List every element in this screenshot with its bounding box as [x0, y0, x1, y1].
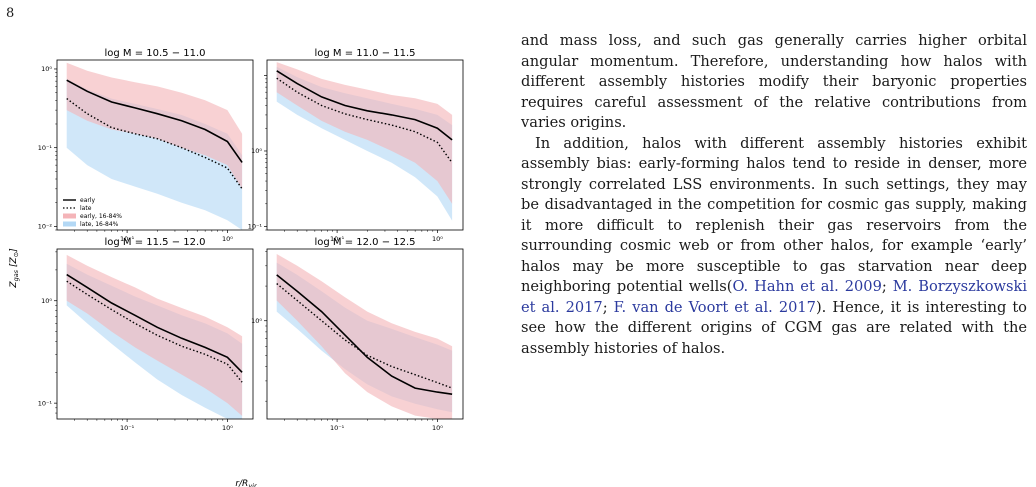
legend-swatch-early-band [63, 213, 76, 219]
y-tick-label: 10⁻¹ [248, 223, 263, 231]
panel-title: log M = 10.5 − 11.0 [104, 48, 205, 59]
early-band [66, 62, 243, 189]
y-tick-label: 10⁰ [251, 317, 262, 325]
x-tick-label: 10⁻¹ [120, 235, 135, 243]
early-band [66, 254, 243, 416]
panel-frame [56, 248, 254, 420]
panel-frame [266, 59, 464, 231]
figure-metallicity-profiles: log M = 10.5 − 11.0 10⁻¹ 10⁰ 10⁻² 10⁻¹ 10⁰ ear… [9, 48, 464, 487]
x-tick-label: 10⁰ [432, 235, 443, 243]
legend-label: early [80, 197, 96, 204]
x-tick-label: 10⁻¹ [330, 235, 345, 243]
x-axis-label: r/Rvir [235, 479, 258, 487]
x-tick-label: 10⁻¹ [120, 424, 135, 432]
y-tick-label: 10⁻¹ [38, 144, 53, 152]
panel-1: log M = 10.5 − 11.0 10⁻¹ 10⁰ 10⁻² 10⁻¹ 10⁰ ear… [38, 48, 254, 243]
late-line [276, 283, 453, 389]
paragraph-2: In addition, halos with different assemb… [521, 134, 1027, 360]
panel-title: log M = 11.5 − 12.0 [104, 237, 205, 248]
early-line [66, 273, 243, 373]
early-line [276, 70, 453, 141]
citation-van-de-voort-2017[interactable]: F. van de Voort et al. 2017 [613, 298, 816, 316]
early-line [276, 274, 453, 395]
y-axis-label: Zgas [Z⊙] [9, 248, 20, 289]
early-line [66, 79, 243, 163]
y-tick-label: 10⁰ [41, 65, 52, 73]
panel-title: log M = 11.0 − 11.5 [314, 48, 415, 59]
y-tick-label: 10⁻² [38, 223, 53, 231]
panel-2: log M = 11.0 − 11.5 10⁻¹ 10⁰ 10⁻¹ 10⁰ [248, 48, 464, 243]
x-tick-label: 10⁰ [432, 424, 443, 432]
x-tick-label: 10⁰ [222, 424, 233, 432]
x-tick-label: 10⁰ [222, 235, 233, 243]
y-tick-label: 10⁰ [41, 297, 52, 305]
paragraph-1: and mass loss, and such gas generally ca… [521, 32, 1027, 131]
y-tick-label: 10⁰ [251, 147, 262, 155]
panel-title: log M = 12.0 − 12.5 [314, 237, 415, 248]
paragraph-2-text-b: ). Hence, it is interesting to see how t… [521, 298, 1027, 357]
early-band [276, 62, 453, 204]
paragraph-2-text-a: In addition, halos with different assemb… [521, 134, 1027, 296]
early-band [276, 254, 453, 419]
page-number: 8 [6, 6, 15, 21]
y-tick-label: 10⁻¹ [38, 399, 53, 407]
panel-frame [266, 248, 464, 420]
body-text-column: and mass loss, and such gas generally ca… [521, 31, 1027, 359]
late-line [66, 280, 243, 383]
late-line [276, 77, 453, 164]
citation-separator: ; [881, 278, 893, 295]
legend-label: late, 16-84% [80, 221, 119, 228]
late-line [66, 98, 243, 190]
citation-hahn-2009[interactable]: O. Hahn et al. 2009 [732, 278, 882, 295]
legend-label: late [80, 205, 92, 212]
legend-swatch-late-band [63, 221, 76, 227]
citation-separator: ; [602, 298, 614, 316]
legend-label: early, 16-84% [80, 213, 122, 220]
x-tick-label: 10⁻¹ [330, 424, 345, 432]
panel-frame [56, 59, 254, 231]
citation-borzyszkowski-2017[interactable]: M. Borzyszkowski et al. 2017 [521, 278, 1027, 316]
